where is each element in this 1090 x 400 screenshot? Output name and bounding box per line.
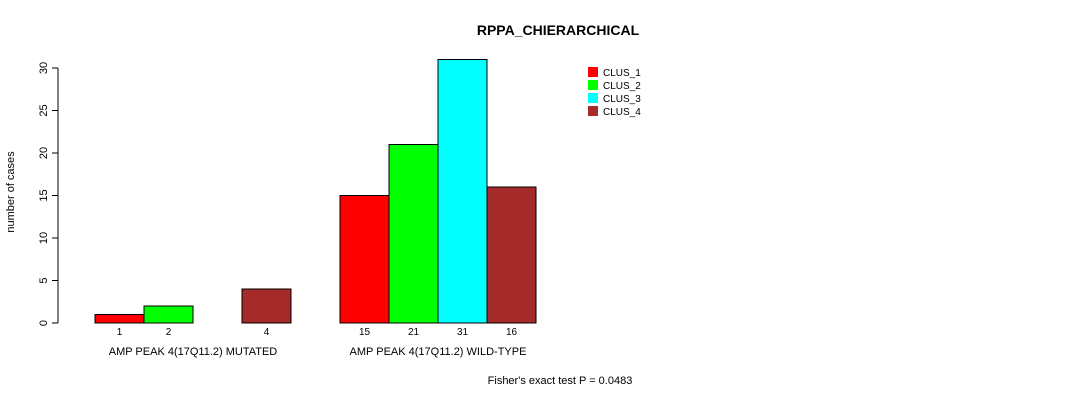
bar-count-label: 15 <box>359 327 371 338</box>
bar-count-label: 21 <box>408 327 420 338</box>
legend: CLUS_1 CLUS_2 CLUS_3 CLUS_4 <box>588 67 641 118</box>
bar-count-label: 31 <box>457 327 469 338</box>
legend-label-clus-4: CLUS_4 <box>603 107 641 118</box>
y-tick-label: 20 <box>38 147 50 159</box>
legend-label-clus-2: CLUS_2 <box>603 81 641 92</box>
bar-clus-2-group-2 <box>388 144 439 324</box>
bar-clus-1-group-2 <box>339 195 390 324</box>
legend-swatch-clus-3 <box>588 93 598 103</box>
y-tick-label: 0 <box>38 320 50 326</box>
legend-label-clus-3: CLUS_3 <box>603 94 641 105</box>
bar-clus-4-group-1 <box>241 288 292 324</box>
group-label-1: AMP PEAK 4(17Q11.2) MUTATED <box>109 346 278 358</box>
legend-swatch-clus-1 <box>588 67 598 77</box>
group-label-2: AMP PEAK 4(17Q11.2) WILD-TYPE <box>350 346 527 358</box>
bar-clus-4-group-2 <box>486 186 537 324</box>
bars <box>94 59 537 324</box>
y-tick-label: 30 <box>38 62 50 74</box>
y-axis: 0 5 10 15 20 25 30 <box>38 62 59 326</box>
bar-clus-1-group-1 <box>94 314 145 324</box>
y-axis-label: number of cases <box>5 151 17 233</box>
chart-title: RPPA_CHIERARCHICAL <box>477 22 640 38</box>
count-labels: 1 2 4 15 21 31 16 <box>117 327 518 338</box>
legend-swatch-clus-2 <box>588 80 598 90</box>
y-tick-label: 5 <box>38 277 50 283</box>
bar-count-label: 1 <box>117 327 123 338</box>
bar-clus-3-group-2 <box>437 59 488 324</box>
bar-count-label: 16 <box>506 327 518 338</box>
y-tick-label: 15 <box>38 189 50 201</box>
fisher-test-annotation: Fisher's exact test P = 0.0483 <box>488 375 633 387</box>
bar-clus-2-group-1 <box>143 305 194 324</box>
bar-count-label: 4 <box>264 327 270 338</box>
y-tick-label: 10 <box>38 232 50 244</box>
y-tick-label: 25 <box>38 104 50 116</box>
bar-count-label: 2 <box>166 327 172 338</box>
legend-swatch-clus-4 <box>588 106 598 116</box>
legend-label-clus-1: CLUS_1 <box>603 68 641 79</box>
group-labels: AMP PEAK 4(17Q11.2) MUTATED AMP PEAK 4(17… <box>109 346 527 358</box>
